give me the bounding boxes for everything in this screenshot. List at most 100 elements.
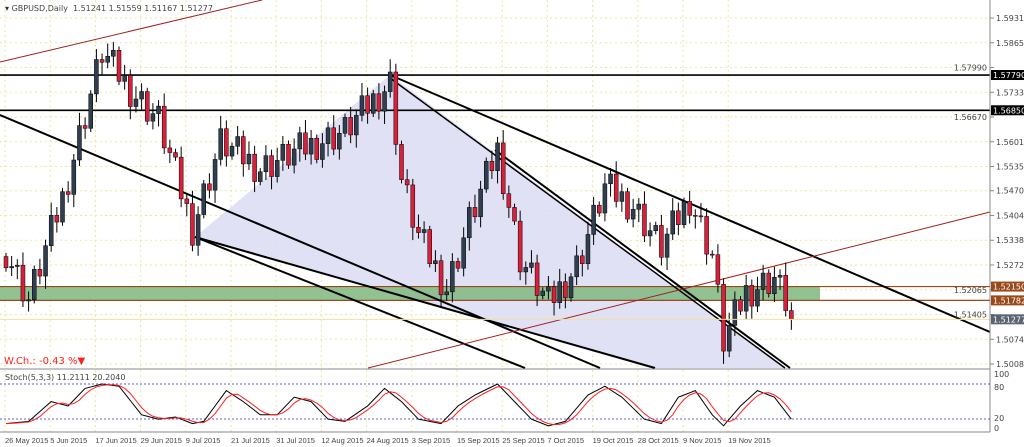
- candle: [517, 210, 523, 281]
- date-tick-label: 7 Oct 2015: [547, 436, 584, 445]
- candle-body: [54, 215, 60, 223]
- candle: [274, 147, 280, 183]
- candle: [766, 269, 771, 298]
- trendline: [494, 149, 791, 369]
- stoch-k-line: [5, 383, 792, 427]
- candle: [9, 256, 14, 277]
- candle: [438, 254, 444, 308]
- candle-body: [252, 153, 257, 182]
- candle-body: [376, 93, 382, 112]
- candle-body: [128, 75, 133, 107]
- candle-body: [478, 188, 483, 218]
- date-tick-label: 24 Aug 2015: [367, 436, 409, 445]
- candle-body: [365, 95, 370, 114]
- candle-body: [760, 272, 766, 290]
- candle-body: [523, 267, 529, 273]
- candle-body: [670, 210, 675, 235]
- candle: [320, 133, 325, 168]
- price-tick-label: 1.50085: [996, 360, 1024, 369]
- candle-body: [450, 261, 455, 293]
- current-price-label: 1.51277: [993, 315, 1024, 324]
- candle-body: [269, 155, 274, 177]
- candle-body: [512, 207, 517, 222]
- candle: [461, 227, 466, 277]
- candle: [597, 201, 602, 217]
- candle: [433, 250, 438, 272]
- candle-body: [274, 160, 280, 177]
- candle-body: [150, 113, 156, 122]
- candle-body: [71, 159, 77, 195]
- candle-body: [715, 254, 721, 285]
- candle: [659, 214, 664, 266]
- candle: [252, 145, 257, 193]
- candle: [687, 190, 692, 224]
- candle: [444, 279, 449, 301]
- date-axis: 26 May 2015 5 Jun 2015 17 Jun 2015 29 Jun 2…: [5, 436, 771, 445]
- candle-body: [224, 128, 229, 157]
- candle: [161, 93, 167, 154]
- date-tick-label: 31 Jul 2015: [276, 436, 315, 445]
- price-tick-label: 1.50745: [996, 335, 1024, 344]
- candle-body: [738, 299, 743, 312]
- candle: [563, 273, 568, 309]
- candle-body: [517, 220, 523, 273]
- candle: [726, 312, 732, 358]
- candle-body: [710, 253, 715, 256]
- candle-body: [653, 225, 658, 231]
- candle: [653, 221, 658, 235]
- trendline: [194, 236, 526, 369]
- candle-body: [212, 159, 218, 191]
- candle: [421, 221, 427, 244]
- candle: [54, 207, 60, 233]
- candle-body: [534, 262, 540, 296]
- candle-body: [145, 91, 150, 122]
- candle-body: [122, 75, 127, 82]
- candle: [139, 83, 144, 110]
- candle: [190, 190, 195, 252]
- candle-body: [195, 214, 201, 246]
- candle-body: [348, 117, 353, 136]
- candle: [201, 180, 206, 219]
- date-tick-label: 12 Aug 2015: [321, 436, 363, 445]
- date-tick-label: 9 Jul 2015: [186, 436, 221, 445]
- trendline: [0, 114, 601, 369]
- candle: [743, 274, 749, 320]
- candle: [512, 203, 517, 225]
- candle-body: [37, 269, 43, 277]
- candle: [105, 43, 110, 69]
- candle-body: [416, 227, 421, 233]
- candle: [625, 187, 630, 223]
- candle-body: [88, 93, 93, 129]
- candle-body: [704, 216, 709, 255]
- candle-body: [77, 125, 82, 161]
- candle: [546, 276, 551, 300]
- candle-body: [433, 260, 438, 264]
- candle: [235, 126, 240, 155]
- candle-body: [20, 264, 26, 302]
- stoch-d-line: [5, 384, 792, 426]
- date-tick-label: 26 May 2015: [5, 436, 48, 445]
- candle-body: [139, 91, 144, 100]
- trendline: [194, 236, 656, 369]
- candle-body: [563, 281, 568, 299]
- candle: [710, 250, 715, 259]
- price-tick-label: 1.52065: [954, 286, 987, 295]
- candle-body: [314, 137, 319, 160]
- candle-body: [551, 286, 557, 303]
- candle: [585, 221, 591, 270]
- candle-body: [393, 71, 399, 145]
- candle: [591, 196, 596, 245]
- stoch-tick: 0: [994, 424, 999, 433]
- candle-body: [207, 183, 212, 191]
- candle-body: [766, 272, 771, 294]
- candle: [48, 202, 54, 252]
- date-tick-label: 5 Jun 2015: [50, 436, 87, 445]
- candle-body: [99, 59, 105, 63]
- price-label: 1.51782: [993, 296, 1024, 305]
- candle: [676, 202, 681, 236]
- candle-body: [331, 127, 336, 150]
- channel-line-lower: [367, 211, 991, 369]
- candle: [427, 225, 432, 268]
